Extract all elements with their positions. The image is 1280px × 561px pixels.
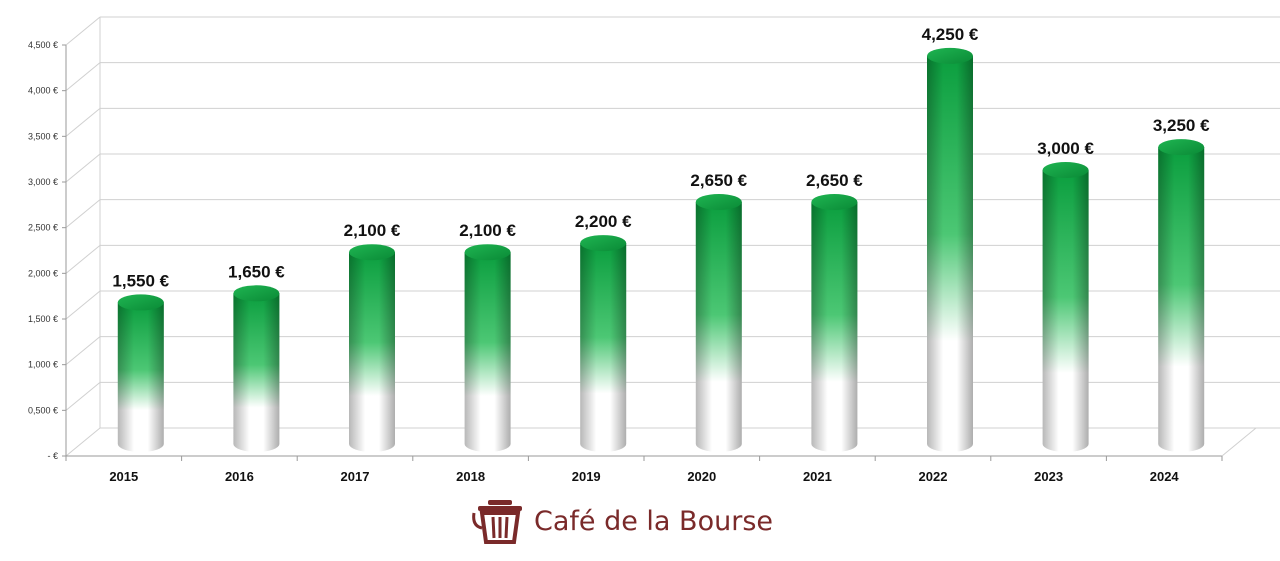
y-tick-label: 2,000 € <box>28 268 58 278</box>
x-tick-label-2019: 2019 <box>572 469 601 484</box>
bar-cap <box>1158 139 1205 156</box>
bar-cap <box>927 47 973 64</box>
gridline-side <box>65 62 101 92</box>
data-label-2017: 2,100 € <box>344 221 401 240</box>
gridline-side <box>65 199 101 229</box>
data-label-2020: 2,650 € <box>690 171 747 190</box>
x-tick-label-2024: 2024 <box>1150 469 1180 484</box>
floor-right-edge <box>1221 427 1257 457</box>
bar-cap <box>349 244 395 261</box>
gridline-side <box>65 16 101 46</box>
data-label-2018: 2,100 € <box>459 221 516 240</box>
gridline-side <box>65 153 101 183</box>
bar-shading <box>349 252 395 452</box>
x-tick-label-2018: 2018 <box>456 469 485 484</box>
y-tick-label: 0,500 € <box>28 405 58 415</box>
y-tick-label: 1,000 € <box>28 360 58 370</box>
data-label-2016: 1,650 € <box>228 262 285 281</box>
bar-2021 <box>811 193 858 452</box>
data-label-2021: 2,650 € <box>806 171 863 190</box>
bar-shading <box>233 293 280 452</box>
bar-shading <box>1042 170 1089 452</box>
brand-name: Café de la Bourse <box>534 505 773 537</box>
y-tick-label: 1,500 € <box>28 314 58 324</box>
bar-cap <box>1042 162 1089 178</box>
brand-logo: Café de la Bourse <box>472 496 802 546</box>
bar-2020 <box>695 193 742 452</box>
bar-2018 <box>464 244 511 452</box>
y-tick-label: - € <box>47 451 58 461</box>
bar-2024 <box>1158 139 1205 452</box>
data-label-2024: 3,250 € <box>1153 116 1210 135</box>
y-tick-label: 4,500 € <box>28 40 58 50</box>
data-label-2015: 1,550 € <box>112 271 169 290</box>
bar-2023 <box>1042 162 1089 452</box>
bar-2015 <box>117 294 164 452</box>
bar-cap <box>117 294 164 311</box>
bar-shading <box>117 302 164 452</box>
x-tick-label-2023: 2023 <box>1034 469 1063 484</box>
x-tick-label-2021: 2021 <box>803 469 832 484</box>
bar-cap <box>811 193 858 210</box>
x-tick-label-2020: 2020 <box>687 469 716 484</box>
bar-2019 <box>580 235 627 452</box>
y-tick-label: 2,500 € <box>28 223 58 233</box>
y-axis-tick-labels: - € 0,500 € 1,000 € 1,500 € 2,000 € 2,500 € 3,… <box>28 40 58 461</box>
bar-shading <box>1158 147 1205 452</box>
axes <box>62 17 1257 461</box>
data-label-2023: 3,000 € <box>1037 139 1094 158</box>
gridline-side <box>65 381 101 411</box>
x-tick-label-2022: 2022 <box>919 469 948 484</box>
x-tick-label-2017: 2017 <box>341 469 370 484</box>
bar-shading <box>580 243 627 452</box>
gridline-side <box>65 107 101 137</box>
bar-cap <box>233 285 280 302</box>
bar-cap <box>464 244 511 261</box>
bar-2022 <box>927 47 973 452</box>
data-label-2019: 2,200 € <box>575 212 632 231</box>
bars <box>117 47 1205 452</box>
bar-shading <box>927 55 973 452</box>
x-axis-tick-labels: 2015 2016 2017 2018 2019 2020 2021 2022 2023 2024 <box>109 469 1179 484</box>
bar-chart: - € 0,500 € 1,000 € 1,500 € 2,000 € 2,500 € 3,… <box>28 16 1280 484</box>
data-label-2022: 4,250 € <box>922 25 979 44</box>
y-tick-label: 3,000 € <box>28 177 58 187</box>
gridline-side <box>65 290 101 320</box>
bar-shading <box>695 201 742 452</box>
bar-cap <box>695 193 742 210</box>
y-tick-label: 3,500 € <box>28 131 58 141</box>
bar-2016 <box>233 285 280 452</box>
trash-can-logo-icon <box>472 500 522 544</box>
gridline-side <box>65 336 101 366</box>
bar-2017 <box>349 244 395 452</box>
x-tick-label-2016: 2016 <box>225 469 254 484</box>
x-tick-label-2015: 2015 <box>109 469 138 484</box>
gridline-side <box>65 427 101 457</box>
bar-shading <box>464 252 511 452</box>
bar-shading <box>811 201 858 452</box>
gridline-side <box>65 244 101 274</box>
bar-cap <box>580 235 627 252</box>
data-labels: 1,550 € 1,650 € 2,100 € 2,100 € 2,200 € 2,650… <box>112 25 1210 291</box>
y-tick-label: 4,000 € <box>28 86 58 96</box>
